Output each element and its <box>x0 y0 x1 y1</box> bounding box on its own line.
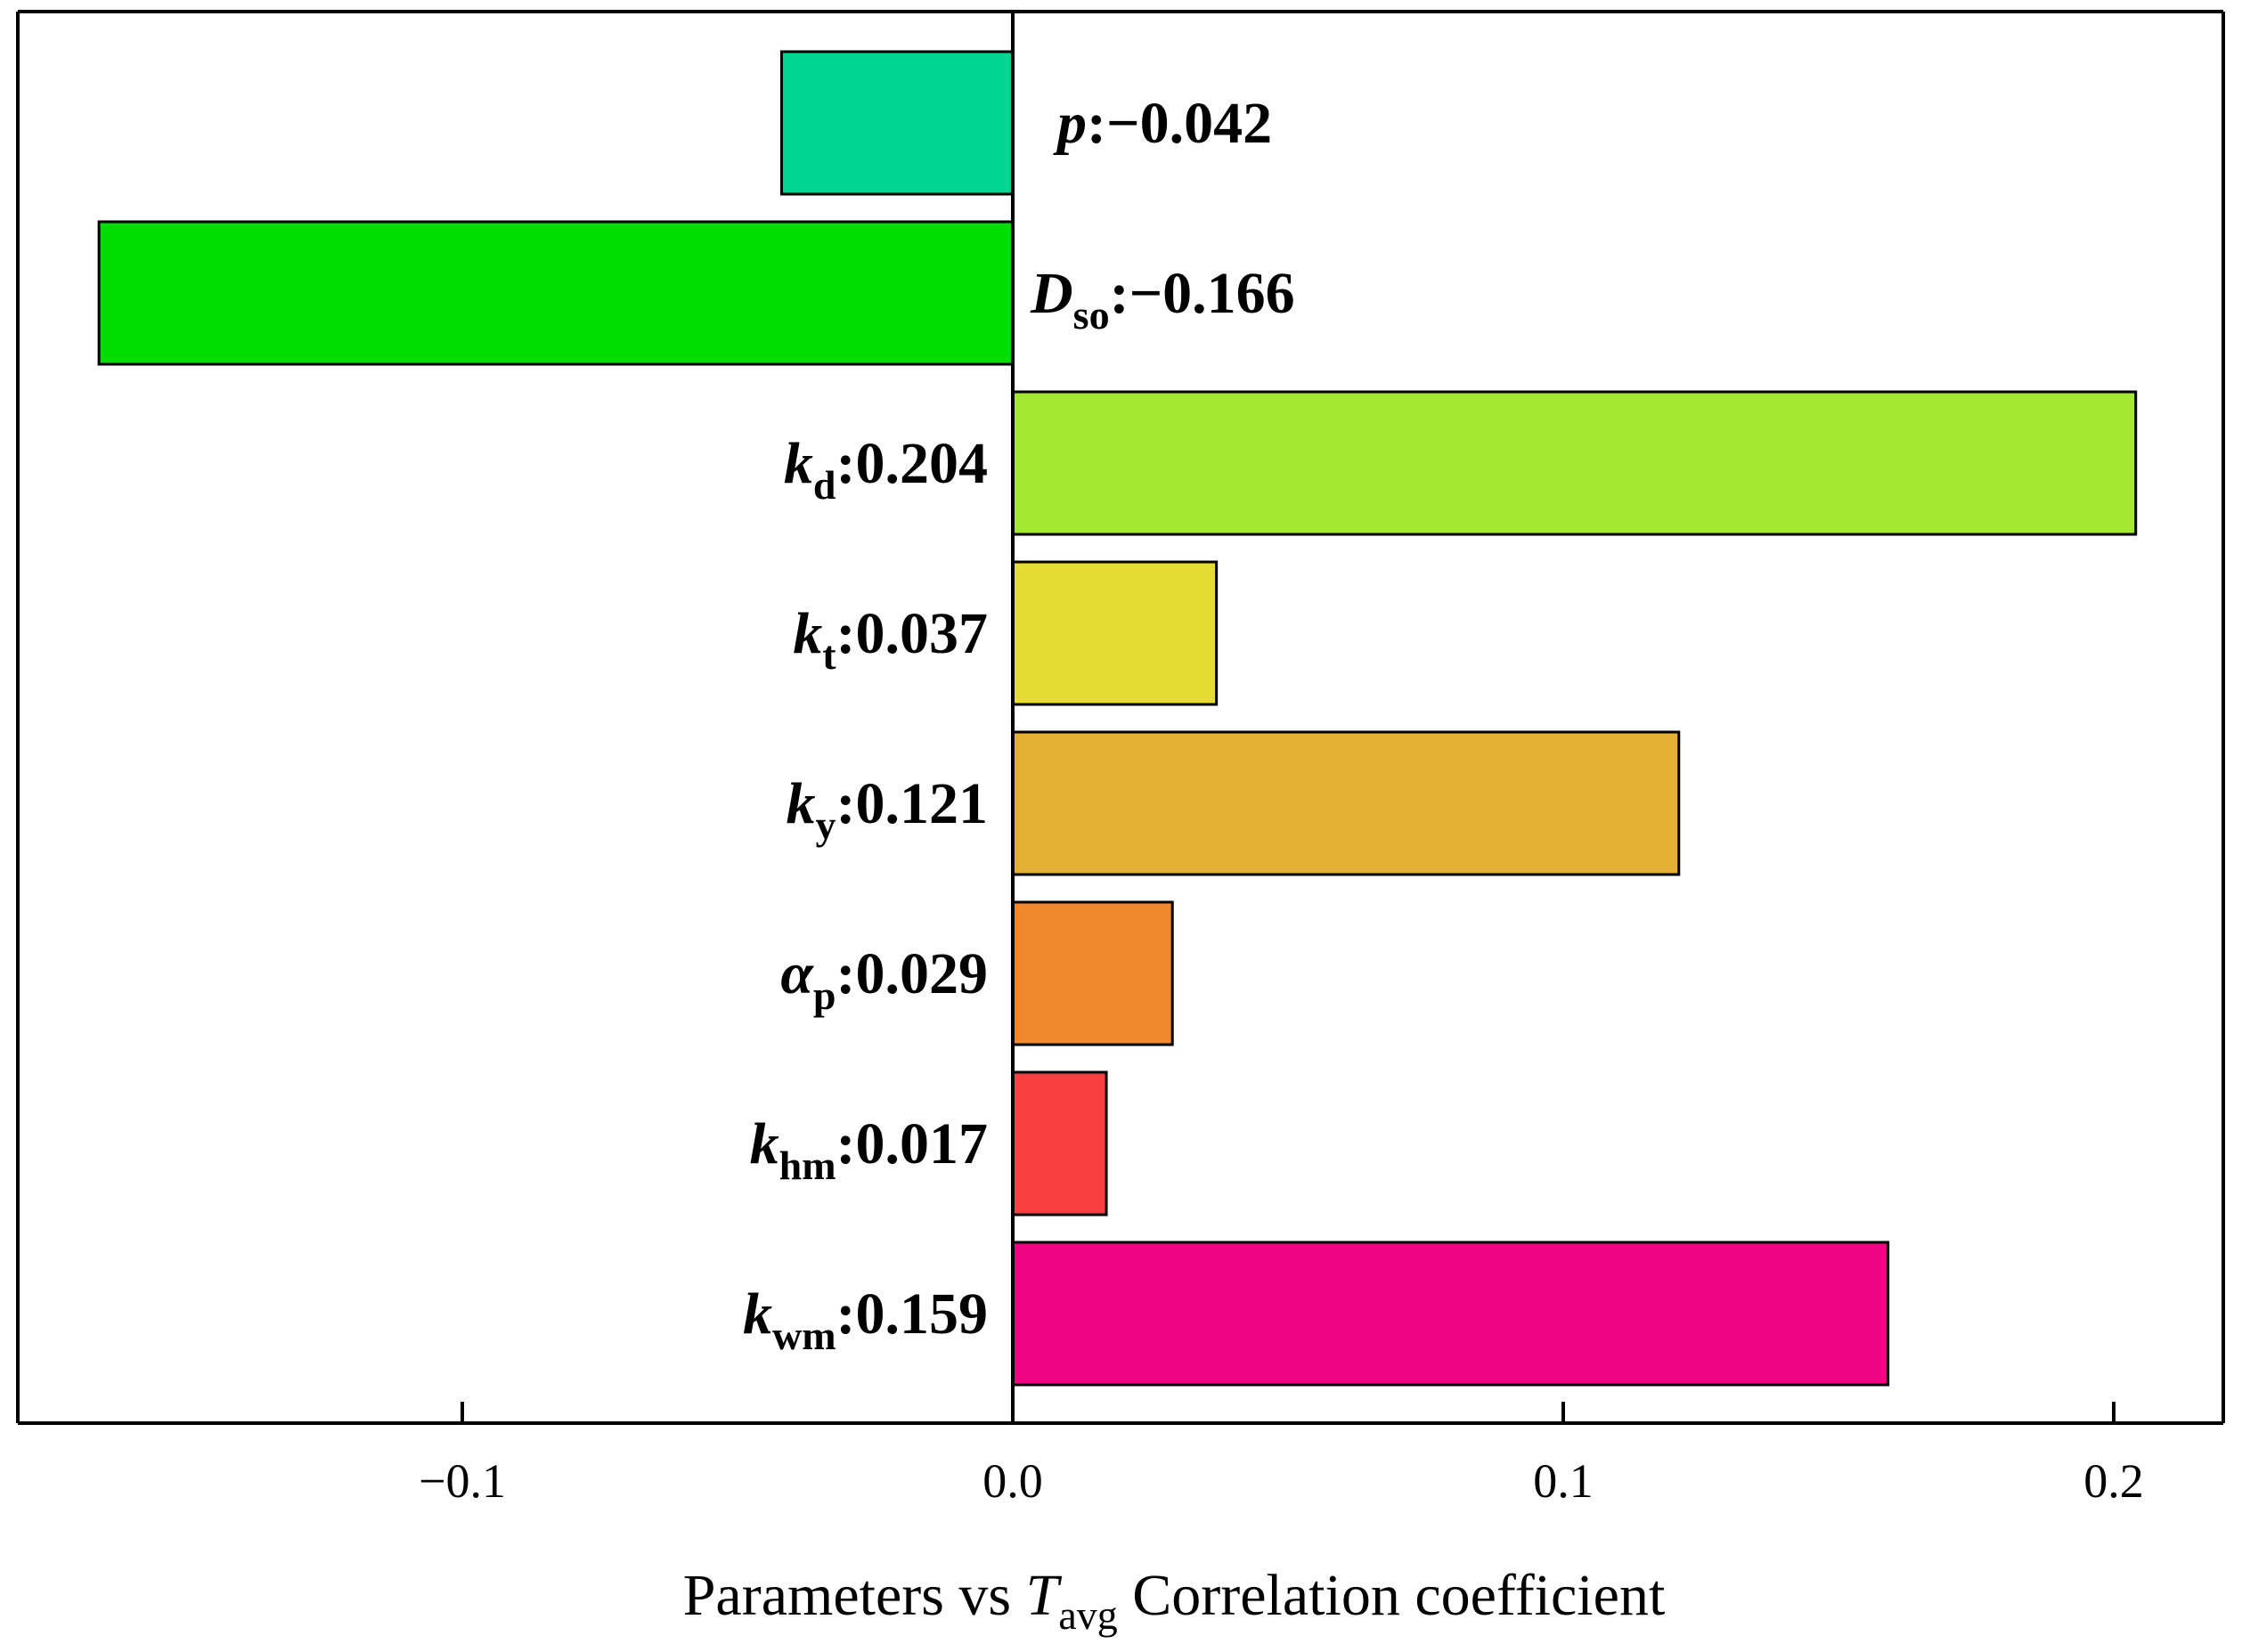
x-tick-label-2: 0.1 <box>1533 1454 1594 1508</box>
bar-label-sep: : <box>1087 91 1106 156</box>
axes-layer: −0.1 0.0 0.1 0.2 <box>16 10 2225 1508</box>
bar-label-sep: : <box>836 601 856 666</box>
bar-label-alpha_p: αp:0.029 <box>780 941 988 1018</box>
bar-label-value: 0.037 <box>856 601 989 666</box>
bar-label-value: 0.204 <box>856 431 989 496</box>
bar-label-D_so: Dso:−0.166 <box>1030 261 1295 338</box>
bar-label-k_hm: khm:0.017 <box>750 1111 988 1188</box>
bar-label-var: k <box>793 601 822 666</box>
bar-label-var: k <box>743 1282 772 1347</box>
bar-label-var: p <box>1053 91 1087 156</box>
bar-label-sub: p <box>813 972 836 1018</box>
bar-k_wm <box>1011 1241 1890 1387</box>
bar-label-value: 0.159 <box>856 1282 989 1347</box>
bar-label-sep: : <box>836 941 856 1006</box>
x-tick-label-1: 0.0 <box>982 1454 1043 1508</box>
bar-label-k_y: ky:0.121 <box>787 771 988 848</box>
bar-labels-layer: p:−0.042Dso:−0.166kd:0.204kt:0.037ky:0.1… <box>743 91 1295 1358</box>
bar-label-sep: : <box>836 771 856 836</box>
bar-label-k_t: kt:0.037 <box>793 601 988 678</box>
bar-label-sub: wm <box>772 1313 836 1358</box>
bar-label-sub: y <box>816 802 836 848</box>
bar-alpha_p <box>1011 900 1174 1046</box>
bar-label-var: k <box>750 1111 779 1176</box>
bar-label-var: k <box>787 771 816 836</box>
bar-label-k_wm: kwm:0.159 <box>743 1282 988 1358</box>
bar-label-sep: : <box>836 1111 856 1176</box>
bar-label-value: 0.017 <box>856 1111 989 1176</box>
x-axis-title-var: T <box>1026 1563 1063 1628</box>
bar-p <box>779 50 1015 196</box>
bar-label-sep: : <box>836 1282 856 1347</box>
bar-label-sub: hm <box>779 1143 836 1188</box>
x-axis-title: Parameters vs Tavg Correlation coefficie… <box>683 1563 1666 1638</box>
bar-label-sep: : <box>1110 261 1129 326</box>
bar-label-value: 0.121 <box>856 771 989 836</box>
x-tick-label-0: −0.1 <box>419 1454 506 1508</box>
bar-D_so <box>97 220 1015 366</box>
bar-label-p: p:−0.042 <box>1053 91 1272 156</box>
bar-label-value: −0.042 <box>1106 91 1272 156</box>
bar-label-var: D <box>1030 261 1073 326</box>
bar-label-value: −0.166 <box>1129 261 1295 326</box>
bars-layer <box>97 50 2138 1387</box>
x-axis-title-suffix: Correlation coefficient <box>1118 1563 1666 1628</box>
bar-k_d <box>1011 390 2138 536</box>
bar-label-sep: : <box>836 431 856 496</box>
x-axis-title-prefix: Parameters vs <box>683 1563 1026 1628</box>
bar-label-value: 0.029 <box>856 941 989 1006</box>
x-tick-label-3: 0.2 <box>2083 1454 2144 1508</box>
bar-k_hm <box>1011 1070 1108 1217</box>
bar-label-var: k <box>784 431 813 496</box>
bar-k_y <box>1011 730 1681 876</box>
bar-label-sub: d <box>813 462 836 508</box>
bar-label-sub: t <box>822 632 836 678</box>
x-axis-title-var-sub: avg <box>1058 1592 1117 1638</box>
bar-label-k_d: kd:0.204 <box>784 431 988 508</box>
bar-k_t <box>1011 560 1219 706</box>
bar-label-var: α <box>780 941 814 1006</box>
bar-label-sub: so <box>1073 292 1110 338</box>
